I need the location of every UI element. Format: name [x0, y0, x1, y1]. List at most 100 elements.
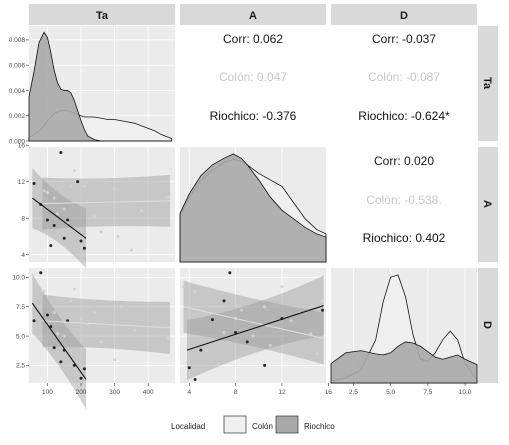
scatter-ta-a-point-riochico-5	[59, 150, 63, 154]
corr-a-d-colon: Colón: -0.538.	[366, 193, 441, 207]
scatter-a-d-point-colon-11	[289, 319, 293, 323]
scatter-ta-a-point-riochico-2	[45, 218, 49, 222]
legend-label-colon: Colón	[252, 422, 273, 431]
scatter-ta-d-point-riochico-0	[32, 319, 36, 323]
scatter-a-d-point-colon-7	[251, 334, 255, 338]
scatter-ta-a-point-riochico-6	[62, 236, 66, 240]
row-strip-ta: Ta	[478, 26, 498, 141]
scatter-a-d-point-colon-0	[181, 285, 185, 289]
scatter-a-d-point-riochico-0	[187, 366, 191, 370]
d-density-riochico	[330, 341, 478, 384]
scatter-a-d-point-riochico-2	[199, 348, 203, 352]
scatter-ta-d-point-riochico-4	[52, 346, 56, 350]
corr-ta-a-colon: Colón: 0.047	[219, 70, 287, 84]
scatter-a-d-point-riochico-8	[263, 363, 267, 367]
a-density-riochico	[179, 153, 327, 263]
legend-title: Localidad	[171, 422, 205, 431]
col-ta-xtick-label-0: 100	[42, 389, 53, 396]
scatter-ta-d-point-colon-12	[119, 305, 123, 309]
scatter-ta-d-point-riochico-9	[79, 376, 83, 380]
scatter-a-d-point-colon-2	[205, 348, 209, 352]
panel-scatter-a-d	[180, 268, 326, 383]
scatter-a-d-point-riochico-5	[228, 271, 232, 275]
row-strip-d: D	[478, 268, 498, 383]
scatter-a-d-point-colon-1	[193, 289, 197, 293]
scatter-a-d-point-colon-4	[222, 331, 226, 335]
col-d-xtick-label-2: 7.5	[423, 389, 432, 396]
row-d-ytick-label-0: 2.5	[16, 363, 25, 370]
legend-key-riochico	[275, 415, 299, 434]
corr-ta-a-overall: Corr: 0.062	[223, 32, 283, 46]
column-strip-a-label: A	[249, 10, 257, 22]
panel-corr-ta-a	[180, 26, 326, 141]
scatter-ta-a-point-colon-9	[92, 214, 96, 218]
scatter-a-d-point-riochico-3	[210, 318, 214, 322]
scatter-ta-d-point-colon-14	[146, 334, 150, 338]
scatter-ta-a-gridlines	[29, 144, 175, 262]
scatter-ta-a-point-colon-11	[113, 187, 117, 191]
scatter-a-d-point-colon-14	[315, 352, 319, 356]
scatter-a-d-point-colon-6	[239, 308, 243, 312]
row-ta-ytick-label-2: 0.004	[9, 88, 26, 95]
scatter-a-d-point-riochico-6	[234, 331, 238, 335]
scatter-ta-a-point-riochico-10	[82, 246, 86, 250]
row-strip-a: A	[478, 147, 498, 262]
row-a-ytick-label-1: 8	[21, 215, 25, 222]
scatter-ta-a-point-riochico-9	[79, 239, 83, 243]
column-strip-ta: Ta	[29, 4, 175, 25]
corr-ta-d-colon: Colón: -0.087	[368, 70, 440, 84]
scatter-a-d-point-colon-15	[321, 299, 325, 303]
scatter-ta-d-point-colon-13	[133, 328, 137, 332]
panel-scatter-ta-a	[29, 147, 175, 262]
row-a-ytick-label-3: 16	[18, 142, 26, 149]
row-a-ytick-label-2: 12	[18, 179, 26, 186]
col-ta-xtick-label-1: 200	[76, 389, 87, 396]
scatter-ta-a-fit-riochico	[32, 197, 87, 239]
scatter-ta-a-point-colon-12	[116, 234, 120, 238]
row-d-ytick-label-1: 5.0	[16, 333, 25, 340]
scatter-ta-d-point-colon-10	[99, 340, 103, 344]
column-strip-ta-label: Ta	[96, 10, 109, 22]
scatter-a-d-point-riochico-7	[245, 340, 249, 344]
scatter-ta-a-point-colon-14	[139, 209, 143, 213]
scatter-ta-a-point-colon-4	[62, 207, 66, 211]
row-ta-ytick-label-4: 0.008	[9, 37, 26, 44]
scatter-ta-d-point-colon-0	[42, 289, 46, 293]
scatter-ta-a-point-colon-2	[52, 196, 56, 200]
scatter-ta-d-point-riochico-5	[59, 360, 63, 364]
scatter-ta-d-point-riochico-2	[45, 313, 49, 317]
scatter-ta-d-fit-colon	[42, 320, 170, 329]
col-a-xtick-label-0: 4	[187, 389, 191, 396]
scatter-ta-a-point-colon-3	[56, 212, 60, 216]
scatter-ta-d-point-colon-15	[166, 336, 170, 340]
scatter-ta-a-point-riochico-8	[76, 180, 80, 184]
col-ta-xtick-label-3: 400	[143, 389, 154, 396]
row-a-ytick-label-0: 4	[21, 252, 25, 259]
corr-a-d-overall: Corr: 0.020	[374, 154, 434, 168]
scatter-ta-a-point-riochico-4	[52, 223, 56, 227]
scatter-ta-d-point-colon-11	[113, 358, 117, 362]
column-strip-a: A	[180, 4, 326, 25]
scatter-ta-a-point-riochico-3	[49, 244, 53, 248]
scatter-a-d-point-colon-8	[263, 305, 267, 309]
legend: Localidad Colón Riochico	[171, 415, 335, 434]
col-ta-xtick-label-2: 300	[109, 389, 120, 396]
scatter-ta-d-point-riochico-7	[66, 319, 70, 323]
scatter-ta-a-point-riochico-0	[32, 182, 36, 186]
scatter-a-d-point-riochico-4	[222, 299, 226, 303]
scatter-ta-a-fit-colon	[42, 200, 170, 205]
row-d-ytick-label-3: 10.0	[12, 275, 25, 282]
col-d-xtick-label-3: 10.0	[459, 389, 472, 396]
row-ta-ytick-label-1: 0.002	[9, 113, 26, 120]
ta-density-riochico	[28, 31, 172, 142]
scatter-ta-d-point-colon-5	[69, 299, 73, 303]
corr-ta-d-overall: Corr: -0.037	[372, 32, 436, 46]
panel-corr-ta-d	[331, 26, 477, 141]
scatter-ta-d-fit-riochico	[31, 302, 87, 380]
scatter-ta-d-point-riochico-1	[39, 271, 43, 275]
scatter-ta-d-point-colon-2	[52, 311, 56, 315]
scatter-ta-d-gridlines	[29, 268, 175, 383]
panel-scatter-ta-d	[29, 268, 175, 383]
col-d-xtick-label-1: 5.0	[386, 389, 395, 396]
scatter-ta-a-point-riochico-7	[66, 218, 70, 222]
